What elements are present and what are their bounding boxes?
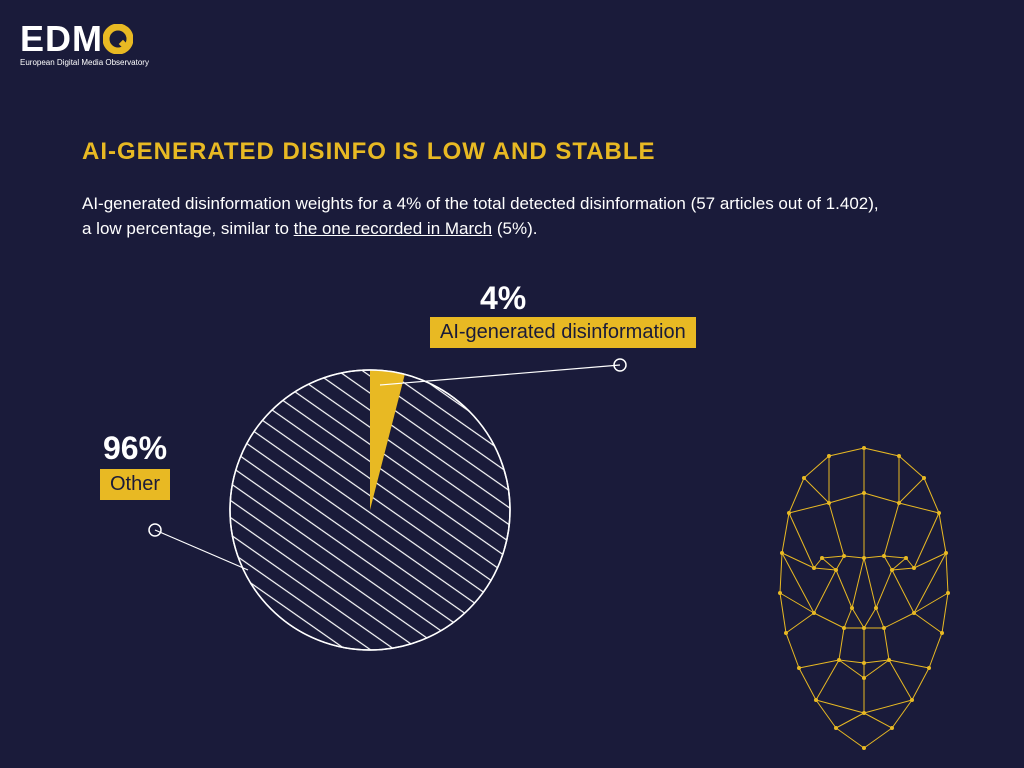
ai-pct: 4% [480, 280, 696, 317]
page-title: AI-GENERATED DISINFO IS LOW AND STABLE [82, 138, 656, 166]
label-other: 96% Other [100, 430, 170, 500]
body-text: AI-generated disinformation weights for … [82, 192, 882, 241]
body-part2: (5%). [492, 219, 537, 238]
body-underlined: the one recorded in March [294, 219, 492, 238]
logo-text: EDM [20, 18, 149, 60]
wireframe-face-icon [744, 438, 984, 768]
other-pct: 96% [100, 430, 170, 467]
logo-o [103, 18, 133, 60]
ai-tag: AI-generated disinformation [430, 317, 696, 348]
logo-prefix: EDM [20, 18, 103, 60]
label-ai: 4% AI-generated disinformation [430, 280, 696, 348]
other-tag: Other [100, 469, 170, 500]
logo: EDM European Digital Media Observatory [20, 18, 149, 67]
